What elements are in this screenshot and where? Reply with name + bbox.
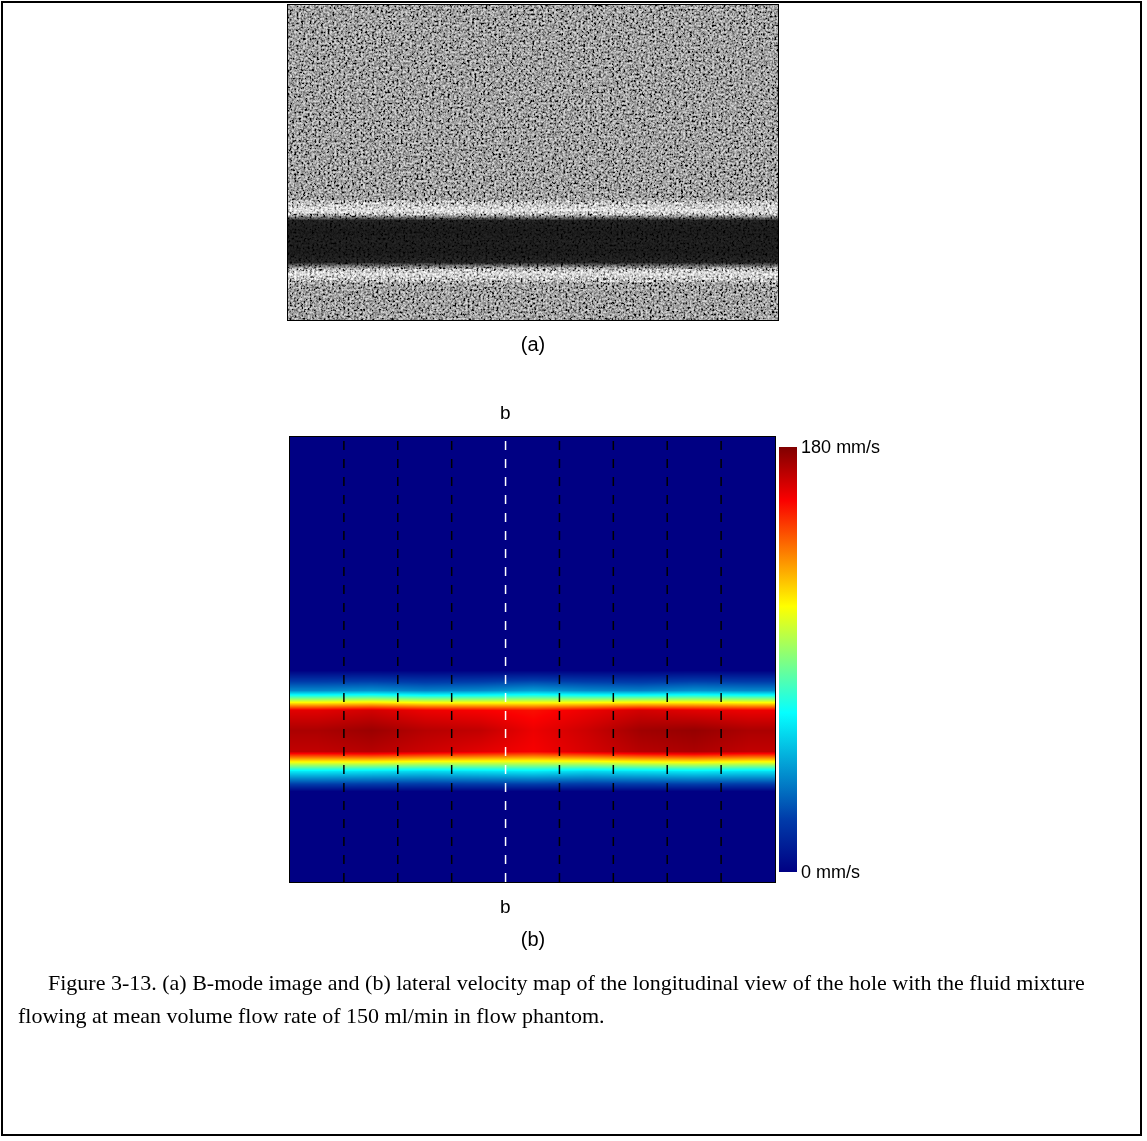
html-text:(b): (b) [520,928,546,950]
svg-text:b: b [500,402,511,423]
svg-text:180 mm/s: 180 mm/s [801,437,880,457]
html-text:Figure 3-13. (a) B-mode image: Figure 3-13. (a) B-mode image and (b) la… [18,970,1085,1028]
svg-text:b: b [500,896,511,917]
html-text:(a): (a) [520,333,546,355]
svg-text:0 mm/s: 0 mm/s [801,862,860,882]
